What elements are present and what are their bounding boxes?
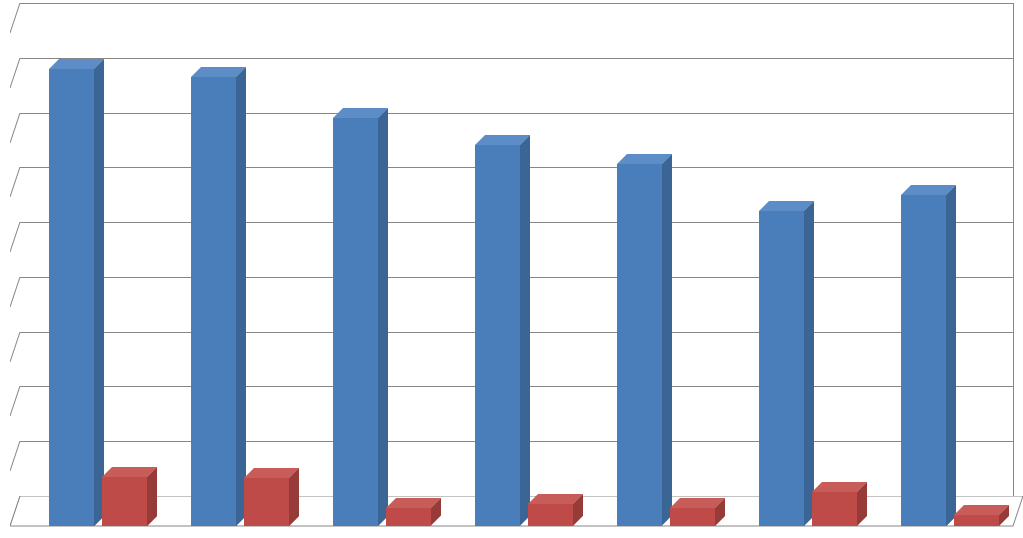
chart-bars-layer bbox=[10, 0, 1013, 526]
bar-series-a bbox=[49, 69, 94, 526]
bar-series-b bbox=[244, 478, 289, 526]
bar-series-b bbox=[954, 515, 999, 526]
bar-series-a bbox=[901, 195, 946, 526]
bar-series-a bbox=[333, 118, 378, 526]
bar-series-b bbox=[386, 508, 431, 526]
bar-chart-3d bbox=[0, 0, 1023, 538]
bar-series-b bbox=[812, 492, 857, 526]
bar-series-a bbox=[475, 145, 520, 526]
bar-series-b bbox=[528, 504, 573, 526]
bar-series-a bbox=[617, 164, 662, 526]
bar-series-b bbox=[670, 508, 715, 526]
bar-series-a bbox=[759, 211, 804, 526]
bar-series-b bbox=[102, 477, 147, 526]
bar-series-a bbox=[191, 77, 236, 526]
